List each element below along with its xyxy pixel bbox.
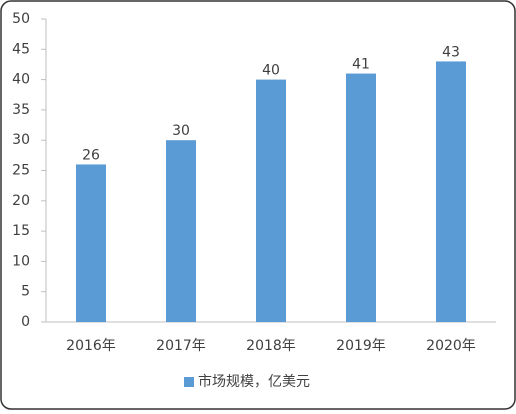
x-tick-label: 2016年 (66, 338, 116, 354)
bar (346, 73, 376, 322)
y-tick-label: 0 (21, 314, 30, 330)
x-tick-label: 2020年 (426, 338, 476, 354)
y-tick-label: 15 (12, 223, 30, 239)
bar (436, 61, 466, 323)
y-tick-label: 30 (12, 132, 30, 148)
bar (166, 140, 196, 322)
y-tick-label: 5 (21, 284, 30, 300)
data-label: 43 (442, 44, 460, 60)
x-tick-label: 2018年 (246, 338, 296, 354)
data-label: 41 (352, 57, 370, 73)
data-label: 40 (262, 63, 280, 79)
y-tick-label: 35 (12, 102, 30, 118)
y-tick-label: 20 (12, 193, 30, 209)
data-label: 26 (82, 147, 100, 163)
x-tick-label: 2017年 (156, 338, 206, 354)
legend-label: 市场规模，亿美元 (198, 373, 310, 390)
legend-swatch (184, 377, 194, 387)
y-tick-label: 10 (12, 253, 30, 269)
x-tick-label: 2019年 (336, 338, 386, 354)
data-label: 30 (172, 123, 190, 139)
y-tick-label: 40 (12, 72, 30, 88)
bar (76, 164, 106, 322)
y-tick-label: 25 (12, 163, 30, 179)
y-tick-label: 45 (12, 41, 30, 57)
bar (256, 79, 286, 322)
y-tick-label: 50 (12, 11, 30, 27)
